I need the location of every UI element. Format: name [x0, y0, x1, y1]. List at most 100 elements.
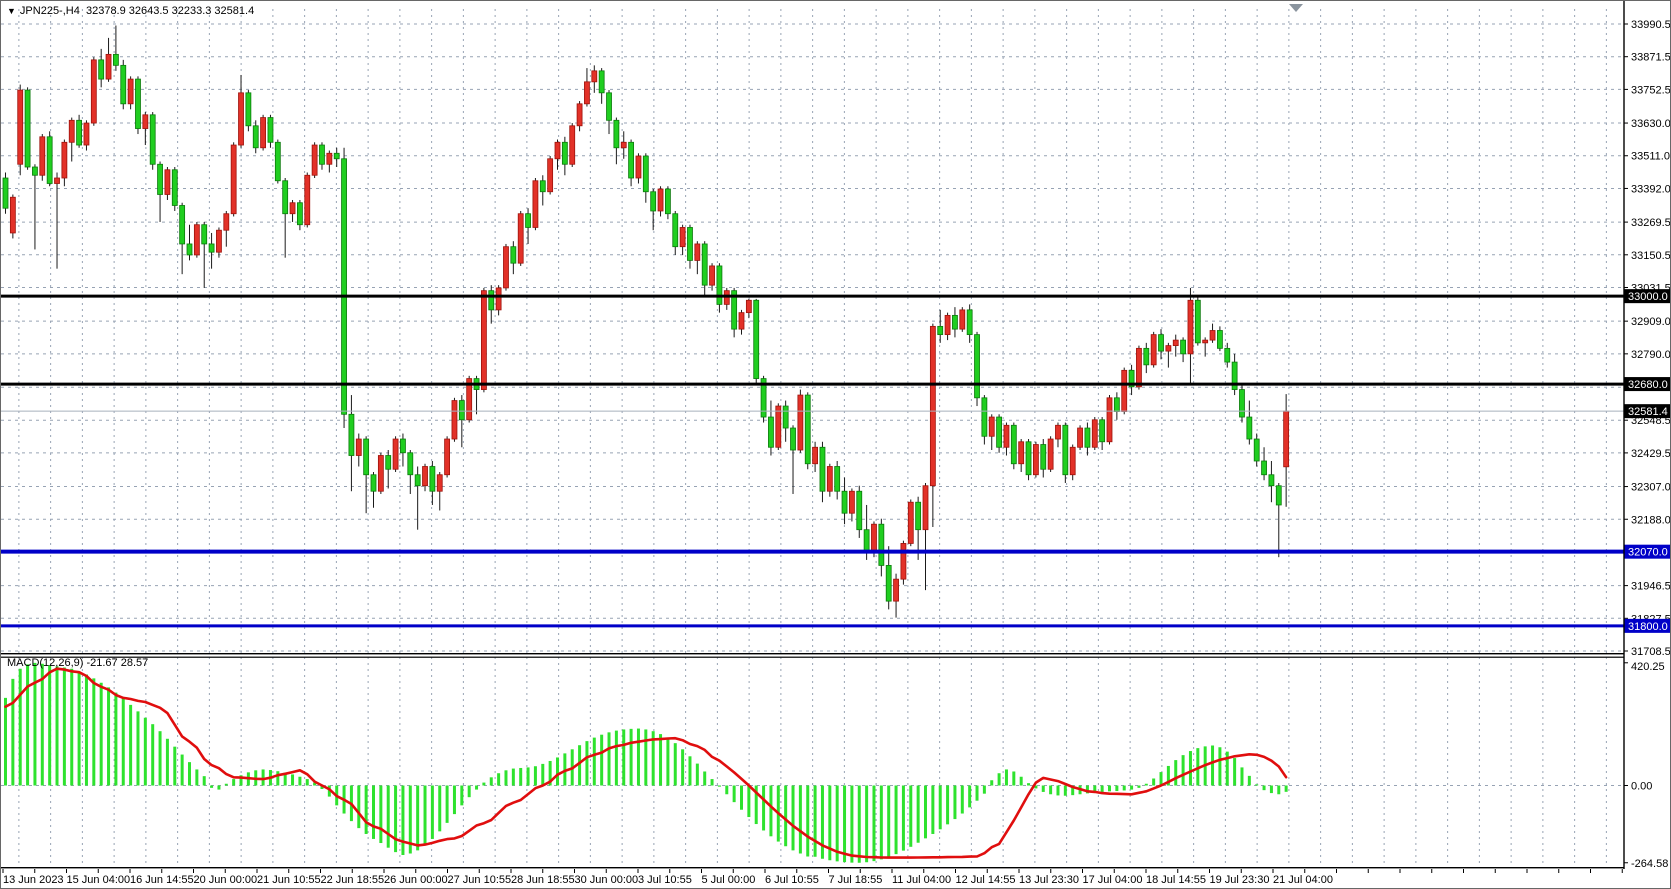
bull-candle: [9, 196, 16, 234]
bull-candle: [694, 243, 701, 261]
bear-candle: [753, 299, 760, 379]
date-axis-label: 20 Jun 00:00: [194, 874, 258, 886]
bear-candle: [966, 309, 973, 336]
macd-signal-line: [4, 667, 1288, 859]
date-axis-label: 28 Jun 18:55: [511, 874, 575, 886]
bear-candle: [561, 141, 568, 165]
bear-candle: [245, 92, 252, 127]
bull-candle: [304, 174, 311, 226]
bear-candle: [1025, 441, 1032, 476]
macd-axis-label: -264.58: [1631, 858, 1668, 870]
date-axis-label: 18 Jul 14:55: [1146, 874, 1206, 886]
price-axis-label: 33871.5: [1631, 52, 1671, 64]
bull-candle: [826, 466, 833, 492]
bear-candle: [274, 141, 281, 182]
bear-candle: [790, 427, 796, 451]
bear-candle: [1261, 460, 1267, 476]
bear-candle: [1253, 438, 1260, 462]
bull-candle: [1055, 424, 1061, 440]
date-axis-label: 30 Jun 00:00: [575, 874, 639, 886]
bear-candle: [1113, 397, 1120, 412]
bear-candle: [856, 490, 863, 531]
date-axis-label: 13 Jul 23:30: [1019, 874, 1079, 886]
bull-candle: [1165, 345, 1172, 352]
bear-candle: [642, 155, 649, 193]
bear-candle: [665, 188, 671, 215]
chart-shift-marker-icon[interactable]: [1289, 4, 1303, 12]
panel-separator[interactable]: [1, 653, 1624, 655]
bear-candle: [687, 227, 693, 261]
bear-candle: [319, 144, 325, 165]
bear-candle: [149, 114, 156, 165]
bear-candle: [488, 290, 495, 311]
bull-candle: [355, 438, 362, 456]
bull-candle: [1018, 441, 1025, 465]
bear-candle: [157, 163, 163, 195]
bull-candle: [959, 309, 966, 330]
bull-candle: [436, 474, 443, 492]
level-price-label: 33000.0: [1628, 291, 1668, 303]
bear-candle: [952, 314, 958, 330]
bear-candle: [1062, 424, 1069, 476]
bear-candle: [525, 213, 531, 228]
bear-candle: [760, 378, 767, 418]
bull-candle: [871, 523, 877, 553]
price-axis-label: 33150.5: [1631, 250, 1671, 262]
date-axis-label: 17 Jul 04:00: [1083, 874, 1143, 886]
bull-candle: [495, 287, 502, 311]
bull-candle: [738, 312, 745, 330]
bull-candle: [576, 103, 583, 127]
bear-candle: [76, 119, 82, 146]
bear-candle: [201, 224, 208, 245]
bear-candle: [804, 394, 811, 465]
bear-candle: [267, 117, 274, 143]
bear-candle: [937, 325, 944, 336]
bear-candle: [539, 180, 546, 193]
bull-candle: [1209, 330, 1216, 341]
bull-candle: [907, 501, 914, 544]
bear-candle: [1128, 369, 1135, 388]
symbol-dropdown-icon[interactable]: ▼: [7, 6, 16, 16]
bull-candle: [1077, 427, 1083, 448]
bull-candle: [1172, 339, 1179, 347]
price-axis-label: 32429.5: [1631, 448, 1671, 460]
bear-candle: [429, 466, 436, 492]
bear-candle: [385, 455, 392, 470]
bull-candle: [1069, 446, 1076, 476]
bear-candle: [400, 438, 406, 454]
current-price-box: [1624, 404, 1670, 419]
bear-candle: [974, 334, 980, 399]
bull-candle: [679, 227, 686, 248]
bear-candle: [348, 413, 355, 456]
bull-candle: [547, 158, 554, 193]
bull-candle: [849, 490, 855, 514]
bull-candle: [90, 59, 97, 124]
symbol-period-label: JPN225-,H4: [19, 5, 80, 17]
bear-candle: [179, 205, 186, 245]
date-axis-label: 5 Jul 00:00: [702, 874, 756, 886]
bear-candle: [458, 400, 465, 421]
bull-candle: [1187, 299, 1194, 355]
bear-candle: [1099, 419, 1106, 443]
date-axis-label: 19 Jul 23:30: [1210, 874, 1270, 886]
bear-candle: [878, 523, 885, 566]
level-price-label: 32680.0: [1628, 379, 1668, 391]
bear-candle: [701, 243, 708, 286]
bull-candle: [812, 446, 818, 465]
bull-candle: [1106, 397, 1113, 443]
bear-candle: [2, 177, 9, 209]
level-price-label: 32070.0: [1628, 547, 1668, 559]
price-axis-label: 33511.0: [1631, 151, 1670, 163]
date-axis-label: 12 Jul 14:55: [956, 874, 1016, 886]
bull-candle: [193, 224, 200, 256]
bull-candle: [1283, 410, 1290, 468]
bull-candle: [775, 405, 782, 448]
bull-candle: [444, 438, 451, 476]
bull-candle: [216, 229, 222, 253]
bull-candle: [900, 543, 907, 580]
bear-candle: [628, 141, 634, 179]
bear-candle: [996, 416, 1002, 448]
panel-separator[interactable]: [1, 656, 1624, 658]
